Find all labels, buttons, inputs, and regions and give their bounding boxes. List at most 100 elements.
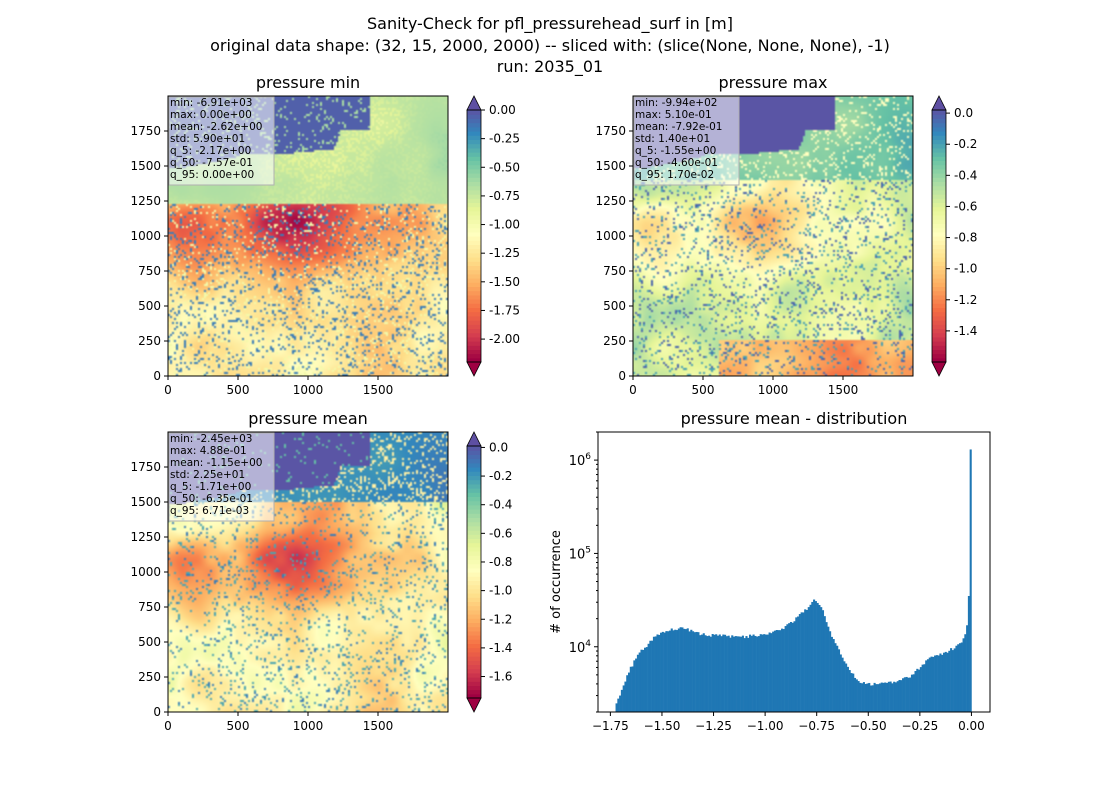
colorbar-segment	[467, 282, 481, 287]
histogram-bar	[951, 650, 954, 712]
x-tick-label: −0.25	[901, 719, 938, 733]
colorbar-segment	[932, 265, 946, 271]
histogram-bar	[823, 616, 826, 712]
figure-suptitle-line2: original data shape: (32, 15, 2000, 2000…	[210, 36, 890, 55]
colorbar-segment	[932, 173, 946, 178]
colorbar-segment	[467, 215, 481, 220]
histogram-bar	[882, 682, 885, 712]
y-tick-label: 250	[603, 334, 626, 348]
colorbar-segment	[467, 567, 481, 573]
histogram-bar	[962, 638, 965, 712]
colorbar-tick-label: -0.6	[954, 199, 977, 213]
colorbar-segment	[932, 135, 946, 140]
colorbar-segment	[932, 315, 946, 321]
histogram-bar	[857, 681, 860, 712]
x-tick-label: 1500	[363, 383, 394, 397]
colorbar-segment	[932, 126, 946, 132]
histogram-bar	[670, 628, 673, 712]
colorbar-segment	[467, 181, 481, 187]
histogram-bar	[633, 660, 636, 712]
colorbar-segment	[467, 126, 481, 132]
colorbar-segment	[467, 114, 481, 119]
colorbar-segment	[467, 349, 481, 355]
histogram-bar	[642, 649, 645, 712]
colorbar-segment	[467, 152, 481, 157]
colorbar-segment	[467, 168, 481, 174]
histogram-bar	[740, 636, 743, 712]
colorbar-segment	[932, 290, 946, 296]
colorbar-segment	[467, 475, 481, 481]
stats-box	[168, 96, 275, 186]
histogram-bar	[700, 634, 704, 712]
histogram-bar	[619, 695, 622, 712]
colorbar-segment	[932, 210, 946, 216]
histogram-bar	[836, 645, 839, 712]
histogram-bar	[752, 634, 755, 712]
histogram-bar	[843, 661, 846, 712]
histogram-bar	[731, 635, 734, 712]
histogram-bar	[645, 647, 648, 712]
colorbar-segment	[467, 605, 481, 611]
y-tick-label: 1250	[595, 194, 626, 208]
histogram-bar	[900, 680, 903, 712]
histogram-bar	[711, 634, 714, 712]
histogram-bar	[649, 640, 652, 712]
histogram-bar	[729, 637, 732, 712]
colorbar-tick-label: -0.4	[489, 498, 512, 512]
histogram-bar	[853, 677, 857, 712]
colorbar-segment	[467, 614, 481, 619]
colorbar-segment	[467, 332, 481, 338]
colorbar-segment	[467, 538, 481, 544]
colorbar-tick-label: -0.75	[489, 189, 520, 203]
histogram-bar	[848, 670, 851, 712]
colorbar-segment	[467, 601, 481, 607]
colorbar-segment	[467, 240, 481, 245]
histogram-bar	[903, 677, 906, 712]
histogram-bar	[782, 629, 785, 712]
colorbar-segment	[467, 156, 481, 161]
histogram-bar	[636, 654, 639, 712]
x-tick-label: 0	[629, 383, 637, 397]
colorbar-segment	[467, 534, 481, 539]
histogram-bar	[772, 631, 775, 712]
histogram-bar	[948, 650, 951, 712]
stats-line: q_50: -6.35e-01	[170, 493, 253, 505]
histogram-bar	[622, 685, 625, 712]
histogram-bar	[677, 628, 680, 712]
histogram-bar	[777, 630, 780, 712]
histogram-bar	[741, 635, 744, 712]
histogram-bar	[647, 643, 650, 712]
colorbar-segment	[467, 345, 481, 350]
histogram-bar	[720, 636, 723, 712]
colorbar-extend-min	[931, 361, 947, 377]
colorbar-segment	[932, 194, 946, 199]
colorbar: 0.00 -0.25 -0.50 -0.75 -1.00 -1.25 -1.50 -1.75 -…	[466, 95, 520, 377]
histogram-bar	[725, 636, 728, 712]
colorbar-segment	[932, 177, 946, 182]
x-tick-label: 0	[164, 719, 172, 733]
y-tick-label: 106	[569, 452, 592, 469]
colorbar-tick-label: -1.6	[489, 670, 512, 684]
panel-title: pressure min	[256, 73, 360, 92]
colorbar-tick-label: -1.0	[954, 262, 977, 276]
colorbar-segment	[467, 299, 481, 304]
stats-line: q_5: -1.55e+00	[635, 145, 716, 157]
colorbar-segment	[932, 147, 946, 153]
stats-line: std: 5.90e+01	[170, 133, 245, 145]
colorbar-segment	[467, 118, 481, 124]
histogram-bar	[743, 638, 746, 712]
histogram-bar	[640, 649, 643, 712]
colorbar-tick-label: -0.8	[954, 231, 977, 245]
histogram-bar	[617, 698, 620, 712]
histogram-bar	[958, 643, 962, 712]
colorbar-segment	[932, 244, 946, 250]
stats-line: max: 0.00e+00	[170, 109, 252, 121]
colorbar-segment	[467, 223, 481, 229]
histogram-bar	[706, 636, 709, 712]
histogram-bar	[713, 634, 716, 712]
histogram-bar	[839, 654, 842, 712]
stats-line: mean: -7.92e-01	[635, 121, 722, 133]
colorbar-segment	[467, 563, 481, 569]
colorbar-segment	[932, 215, 946, 220]
colorbar-segment	[467, 525, 481, 531]
